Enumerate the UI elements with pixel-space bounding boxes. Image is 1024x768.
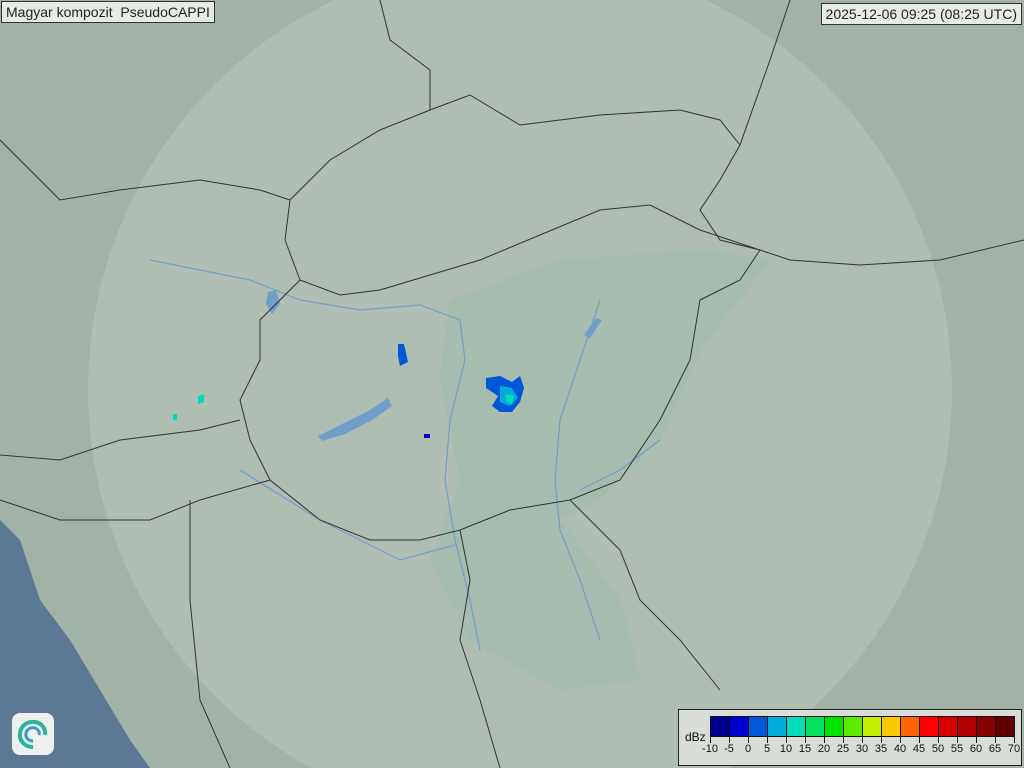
legend-color-cell [711, 717, 730, 736]
legend-color-cell [882, 717, 901, 736]
legend-tick-label: 55 [950, 743, 964, 755]
legend-tick-label: 50 [931, 743, 945, 755]
legend-tick [1014, 737, 1015, 743]
legend-color-cell [787, 717, 806, 736]
legend-color-cell [825, 717, 844, 736]
legend-color-cell [749, 717, 768, 736]
product-title: Magyar kompozit PseudoCAPPI [1, 1, 215, 23]
legend-tick-label: 20 [817, 743, 831, 755]
legend-tick [824, 737, 825, 743]
legend-tick-label: 30 [855, 743, 869, 755]
legend-color-cell [996, 717, 1014, 736]
radar-echoes [173, 344, 524, 438]
legend-color-cell [806, 717, 825, 736]
legend-color-cell [958, 717, 977, 736]
swirl-logo-icon [12, 713, 54, 755]
legend-tick [805, 737, 806, 743]
legend-color-cell [920, 717, 939, 736]
legend-tick-label: 0 [744, 743, 752, 755]
lakes [266, 290, 602, 441]
legend-color-cell [901, 717, 920, 736]
legend-tick [881, 737, 882, 743]
legend-tick [748, 737, 749, 743]
legend-tick [900, 737, 901, 743]
legend-tick-label: -5 [724, 743, 734, 755]
legend-tick-label: 60 [969, 743, 983, 755]
legend-tick-label: 65 [988, 743, 1002, 755]
legend-tick-label: 25 [836, 743, 850, 755]
legend-tick [919, 737, 920, 743]
legend-tick-label: 45 [912, 743, 926, 755]
legend-color-cell [977, 717, 996, 736]
legend-color-cell [768, 717, 787, 736]
legend-tick [957, 737, 958, 743]
legend-tick [710, 737, 711, 743]
legend-tick-label: 10 [779, 743, 793, 755]
color-scale [710, 716, 1015, 737]
legend-tick [976, 737, 977, 743]
rivers [149, 259, 661, 651]
legend-color-cell [844, 717, 863, 736]
legend-tick [862, 737, 863, 743]
legend-tick [786, 737, 787, 743]
legend-tick-label: -10 [702, 743, 718, 755]
legend-tick-label: 15 [798, 743, 812, 755]
legend-tick-label: 40 [893, 743, 907, 755]
legend-ticks: -10 -5 0 5 10 15 20 25 30 35 40 45 50 55 60 65 70 [702, 737, 1020, 761]
dbz-legend: dBz -10 -5 0 5 10 15 20 25 30 35 40 45 50 55 60 65 70 [678, 709, 1022, 766]
legend-tick-label: 5 [763, 743, 771, 755]
legend-tick [938, 737, 939, 743]
great-plain [430, 250, 770, 690]
legend-tick-label: 70 [1007, 743, 1021, 755]
legend-color-cell [863, 717, 882, 736]
legend-color-cell [730, 717, 749, 736]
legend-color-cell [939, 717, 958, 736]
adriatic-sea [0, 520, 150, 768]
legend-tick [767, 737, 768, 743]
timestamp: 2025-12-06 09:25 (08:25 UTC) [820, 3, 1022, 25]
legend-tick [729, 737, 730, 743]
legend-tick-label: 35 [874, 743, 888, 755]
legend-tick [843, 737, 844, 743]
legend-tick [995, 737, 996, 743]
legend-unit: dBz [685, 730, 706, 744]
